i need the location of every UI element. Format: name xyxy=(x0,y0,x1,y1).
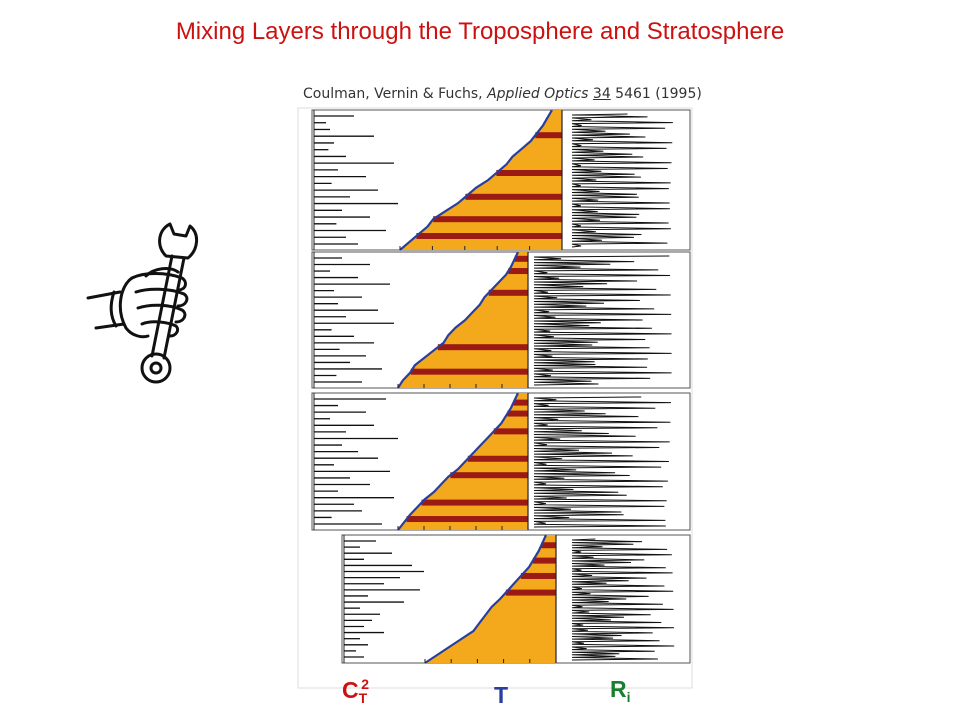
mixing-layer-band xyxy=(505,589,556,596)
temperature-label: T xyxy=(494,682,509,708)
mixing-layer-band xyxy=(450,472,528,479)
mixing-layer-band xyxy=(467,455,528,462)
mixing-layer-band xyxy=(406,516,528,523)
richardson-trace xyxy=(533,255,672,386)
citation-volume: 34 xyxy=(592,86,611,102)
citation-journal: Applied Optics xyxy=(487,86,589,102)
slide-title: Mixing Layers through the Troposphere an… xyxy=(175,18,785,45)
mixing-layer-band xyxy=(493,428,528,435)
richardson-trace xyxy=(571,538,675,661)
mixing-layer-band xyxy=(421,499,528,506)
ct2-label: CT2 xyxy=(342,676,369,706)
mixing-layer-band xyxy=(532,557,556,564)
mixing-layer-band xyxy=(535,132,562,139)
richardson-trace xyxy=(533,396,672,528)
mixing-layer-band xyxy=(507,410,528,417)
mixing-layer-band xyxy=(416,233,562,239)
mixing-layer-band xyxy=(508,268,528,275)
richardson-trace xyxy=(571,113,673,248)
citation: Coulman, Vernin & Fuchs, Applied Optics … xyxy=(303,86,702,102)
mixing-layer-band xyxy=(465,193,562,200)
mixing-layer-band xyxy=(541,542,556,549)
mixing-layer-band xyxy=(496,170,562,176)
richardson-label: Ri xyxy=(610,676,631,705)
temperature-profile xyxy=(424,534,548,664)
citation-pages-year: 5461 (1995) xyxy=(610,86,702,102)
mixing-layer-band xyxy=(488,289,528,296)
temperature-fill xyxy=(425,535,556,663)
mixing-layer-band xyxy=(437,344,528,351)
temperature-profile xyxy=(399,109,553,251)
mixing-layer-band xyxy=(433,216,562,223)
temperature-profile xyxy=(397,392,519,531)
citation-authors: Coulman, Vernin & Fuchs, xyxy=(303,86,488,102)
mixing-layer-band xyxy=(520,572,556,579)
temperature-profile xyxy=(397,251,519,389)
mixing-layer-band xyxy=(513,399,528,406)
hand-wrench-icon xyxy=(86,222,198,384)
mixing-layer-band xyxy=(514,255,528,262)
mixing-layer-band xyxy=(410,368,528,375)
